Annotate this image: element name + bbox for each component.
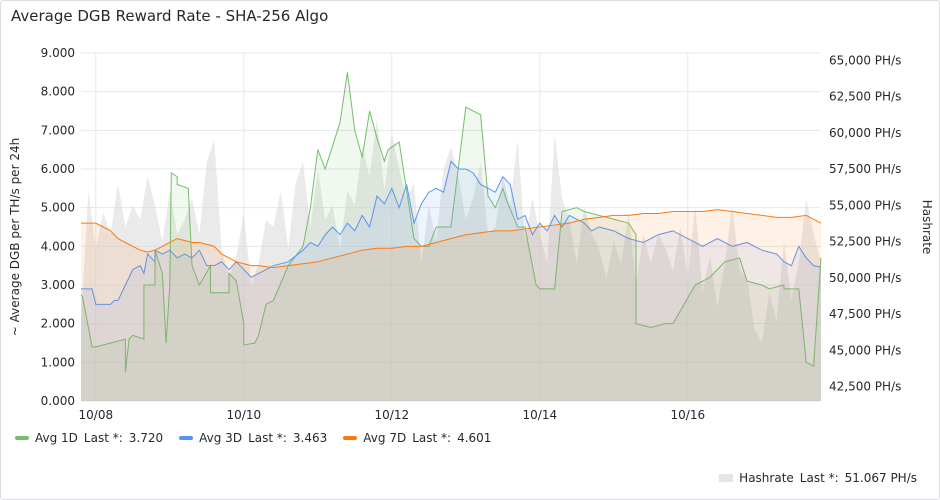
legend-item-hashrate[interactable]: Hashrate Last *: 51.067 PH/s [719,471,917,485]
legend-last-value: 3.463 [292,431,328,445]
y-axis-label: ~ Average DGB per TH/s per 24h [8,138,22,336]
y2-tick-label: 62,500 PH/s [829,90,901,104]
legend-label: Hashrate [739,471,794,485]
legend-label: Avg 1D [35,431,78,445]
x-tick-label: 10/10 [227,408,262,422]
y2-axis-label: Hashrate [920,200,934,255]
series-area-avg-7d [81,209,821,401]
y-tick-label: 5.000 [41,201,75,215]
x-tick-label: 10/12 [375,408,410,422]
x-tick-label: 10/14 [523,408,558,422]
panel-title: Average DGB Reward Rate - SHA-256 Algo [11,7,329,25]
y-tick-label: 7.000 [41,123,75,137]
legend-last-value: 3.720 [128,431,164,445]
x-tick-label: 10/16 [671,408,706,422]
legend-swatch-avg-1d [15,436,29,440]
y-tick-label: 0.000 [41,394,75,408]
y-tick-label: 2.000 [41,317,75,331]
y2-tick-label: 55,000 PH/s [829,198,901,212]
y2-tick-label: 50,000 PH/s [829,271,901,285]
legend-item-avg-1d[interactable]: Avg 1D Last *: 3.720 [15,431,163,445]
y2-tick-label: 47,500 PH/s [829,307,901,321]
y2-tick-label: 45,000 PH/s [829,343,901,357]
y-tick-label: 3.000 [41,278,75,292]
legend: Avg 1D Last *: 3.720 Avg 3D Last *: 3.46… [15,431,491,445]
y-tick-label: 6.000 [41,162,75,176]
legend-swatch-hashrate [719,474,734,482]
series-line-avg-3d [81,160,822,305]
y2-tick-label: 65,000 PH/s [829,53,901,67]
y2-tick-label: 60,000 PH/s [829,126,901,140]
y2-tick-label: 57,500 PH/s [829,162,901,176]
y-tick-label: 9.000 [41,46,75,60]
y-tick-label: 4.000 [41,239,75,253]
series-line-avg-7d [81,209,822,269]
legend-label: Avg 3D [199,431,243,445]
legend-item-avg-7d[interactable]: Avg 7D Last *: 4.601 [343,431,491,445]
legend-last-label: Last *: [83,431,123,445]
legend-last-label: Last *: [248,431,287,445]
x-tick-label: 10/08 [79,408,114,422]
series-area-hashrate [81,118,821,401]
legend-last-value: 4.601 [457,431,492,445]
y2-tick-label: 42,500 PH/s [829,380,901,394]
legend-last-label: Last *: [412,431,452,445]
y-tick-label: 1.000 [41,355,75,369]
series-line-avg-1d [80,72,822,373]
legend-swatch-avg-3d [179,436,194,440]
legend-last-label: Last *: [799,471,839,485]
y-tick-label: 8.000 [41,85,75,99]
legend-swatch-avg-7d [343,436,358,440]
legend-item-avg-3d[interactable]: Avg 3D Last *: 3.463 [179,431,327,445]
legend-last-value: 51.067 PH/s [844,471,917,485]
legend-label: Avg 7D [363,431,407,445]
series-area-avg-3d [81,161,821,401]
y2-tick-label: 52,500 PH/s [829,235,901,249]
